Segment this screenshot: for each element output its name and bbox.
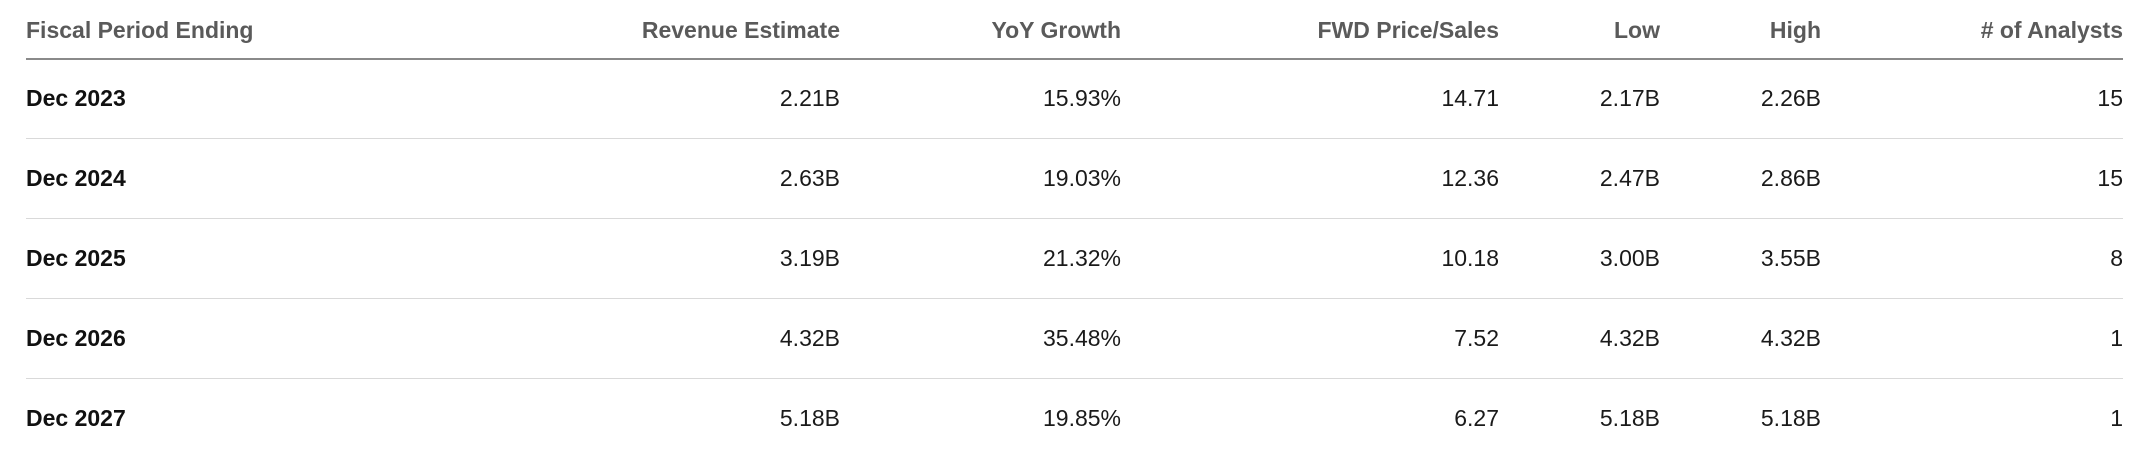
- value-cell: 3.00B: [1599, 245, 1660, 271]
- period-cell: Dec 2023: [26, 85, 126, 111]
- row-divider: [26, 218, 2123, 219]
- value-cell: 19.03%: [1042, 165, 1121, 191]
- value-cell: 2.47B: [1599, 165, 1660, 191]
- value-cell: 3.19B: [779, 245, 840, 271]
- value-cell: 8: [2110, 245, 2123, 271]
- value-cell: 3.55B: [1760, 245, 1821, 271]
- value-cell: 35.48%: [1042, 325, 1121, 351]
- period-cell: Dec 2027: [26, 405, 126, 431]
- value-cell: 7.52: [1454, 325, 1499, 351]
- period-cell: Dec 2025: [26, 245, 126, 271]
- row-divider: [26, 378, 2123, 379]
- value-cell: 1: [2110, 325, 2123, 351]
- value-cell: 2.21B: [779, 85, 840, 111]
- value-cell: 1: [2110, 405, 2123, 431]
- value-cell: 4.32B: [1760, 325, 1821, 351]
- period-cell: Dec 2024: [26, 165, 126, 191]
- value-cell: 21.32%: [1042, 245, 1121, 271]
- value-cell: 15.93%: [1042, 85, 1121, 111]
- column-header: YoY Growth: [991, 17, 1122, 43]
- column-header: Low: [1614, 17, 1660, 43]
- value-cell: 15: [2097, 165, 2123, 191]
- value-cell: 4.32B: [779, 325, 840, 351]
- value-cell: 12.36: [1441, 165, 1499, 191]
- value-cell: 15: [2097, 85, 2123, 111]
- value-cell: 10.18: [1441, 245, 1499, 271]
- value-cell: 2.63B: [779, 165, 840, 191]
- value-cell: 19.85%: [1042, 405, 1121, 431]
- column-header: Revenue Estimate: [641, 17, 840, 43]
- value-cell: 2.26B: [1760, 85, 1821, 111]
- column-header: FWD Price/Sales: [1317, 17, 1499, 43]
- value-cell: 14.71: [1441, 85, 1499, 111]
- row-divider: [26, 58, 2123, 60]
- column-header: High: [1769, 17, 1821, 43]
- value-cell: 5.18B: [1760, 405, 1821, 431]
- row-divider: [26, 138, 2123, 139]
- row-divider: [26, 298, 2123, 299]
- column-header: # of Analysts: [1980, 17, 2123, 43]
- value-cell: 4.32B: [1599, 325, 1660, 351]
- value-cell: 2.17B: [1599, 85, 1660, 111]
- value-cell: 6.27: [1454, 405, 1499, 431]
- value-cell: 2.86B: [1760, 165, 1821, 191]
- value-cell: 5.18B: [779, 405, 840, 431]
- column-header: Fiscal Period Ending: [26, 17, 254, 43]
- period-cell: Dec 2026: [26, 325, 126, 351]
- value-cell: 5.18B: [1599, 405, 1660, 431]
